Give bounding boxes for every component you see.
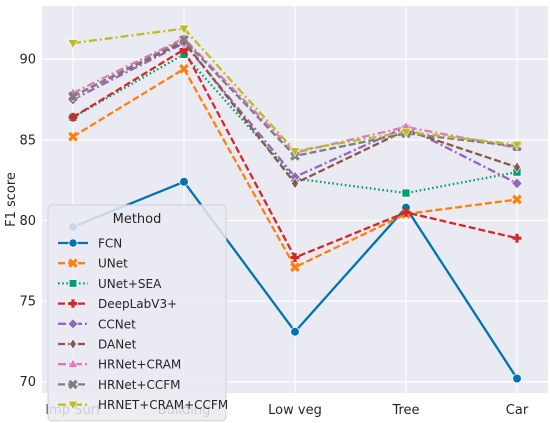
- data-point-x: [179, 64, 189, 74]
- series-unet: [68, 64, 522, 273]
- x-tick-label: Low veg: [268, 403, 322, 418]
- legend-item: HRNet+CRAM: [58, 358, 181, 372]
- legend-item: CCNet: [58, 317, 136, 331]
- legend-label: HRNET+CRAM+CCFM: [98, 398, 228, 412]
- data-point-x: [512, 194, 522, 205]
- data-point-plus: [401, 208, 411, 217]
- legend-label: UNet+SEA: [98, 277, 162, 291]
- legend-label: CCNet: [98, 317, 136, 331]
- legend-item: FCN: [58, 237, 122, 251]
- data-point-triangle-down: [67, 400, 79, 411]
- data-point-x: [179, 34, 189, 45]
- series-line: [72, 67, 518, 269]
- legend-title: Method: [113, 212, 162, 227]
- x-tick-label: Car: [506, 403, 529, 418]
- legend-label: DeepLabV3+: [98, 297, 177, 311]
- legend-label: DANet: [98, 338, 137, 352]
- y-tick-label: 70: [19, 375, 36, 390]
- y-tick-label: 75: [19, 295, 36, 310]
- series-deeplabv3: [68, 45, 522, 262]
- data-point-plus: [512, 233, 522, 243]
- data-point-triangle-down: [67, 39, 79, 49]
- y-tick-label: 90: [19, 53, 36, 68]
- y-tick-label: 80: [19, 214, 36, 229]
- legend-item: HRNet+CCFM: [58, 378, 181, 392]
- data-point-circle: [68, 238, 78, 248]
- legend-label: HRNet+CCFM: [98, 378, 181, 392]
- data-point-triangle-down: [289, 147, 301, 158]
- legend-item: DeepLabV3+: [58, 297, 177, 311]
- data-point-thin-diamond: [69, 338, 77, 350]
- data-point-circle: [290, 326, 300, 337]
- legend-label: HRNet+CRAM: [98, 358, 181, 372]
- data-point-diamond: [511, 177, 523, 190]
- data-point-x: [68, 131, 78, 142]
- data-point-diamond: [67, 318, 79, 330]
- data-point-triangle-down: [178, 24, 190, 35]
- y-tick-label: 85: [19, 133, 36, 148]
- data-point-square: [68, 279, 78, 288]
- series-line: [72, 41, 518, 185]
- data-point-circle: [179, 176, 189, 187]
- data-point-triangle-down: [400, 127, 412, 138]
- data-point-x: [290, 262, 300, 273]
- legend-item: UNet+SEA: [58, 277, 162, 291]
- y-tick-labels: 70 75 80 85 90: [19, 53, 36, 390]
- legend: Method FCN UNet UNet+SEA DeepLabV3+ CCNet DAN…: [47, 204, 228, 422]
- data-point-x: [68, 258, 78, 268]
- data-point-thin-diamond: [513, 161, 521, 174]
- legend-label: UNet: [98, 257, 128, 271]
- data-point-x: [68, 379, 78, 390]
- data-point-plus: [68, 299, 78, 308]
- legend-items: FCN UNet UNet+SEA DeepLabV3+ CCNet DANet HRNet…: [58, 237, 228, 412]
- y-axis-label: F1 score: [4, 172, 19, 227]
- data-point-circle: [512, 373, 522, 384]
- data-point-x: [68, 91, 78, 102]
- legend-item: DANet: [58, 338, 137, 352]
- legend-box: [47, 204, 227, 422]
- data-point-square: [401, 188, 411, 198]
- data-point-triangle-down: [511, 140, 523, 151]
- legend-item: HRNET+CRAM+CCFM: [58, 398, 228, 412]
- data-point-plus: [290, 253, 300, 262]
- legend-item: UNet: [58, 257, 128, 271]
- x-tick-label: Tree: [391, 403, 419, 418]
- data-point-thin-diamond: [291, 177, 299, 190]
- data-point-triangle-up: [67, 358, 79, 368]
- legend-label: FCN: [98, 237, 122, 251]
- data-point-plus: [68, 112, 78, 122]
- series-hrnet-cram-ccfm: [67, 24, 523, 158]
